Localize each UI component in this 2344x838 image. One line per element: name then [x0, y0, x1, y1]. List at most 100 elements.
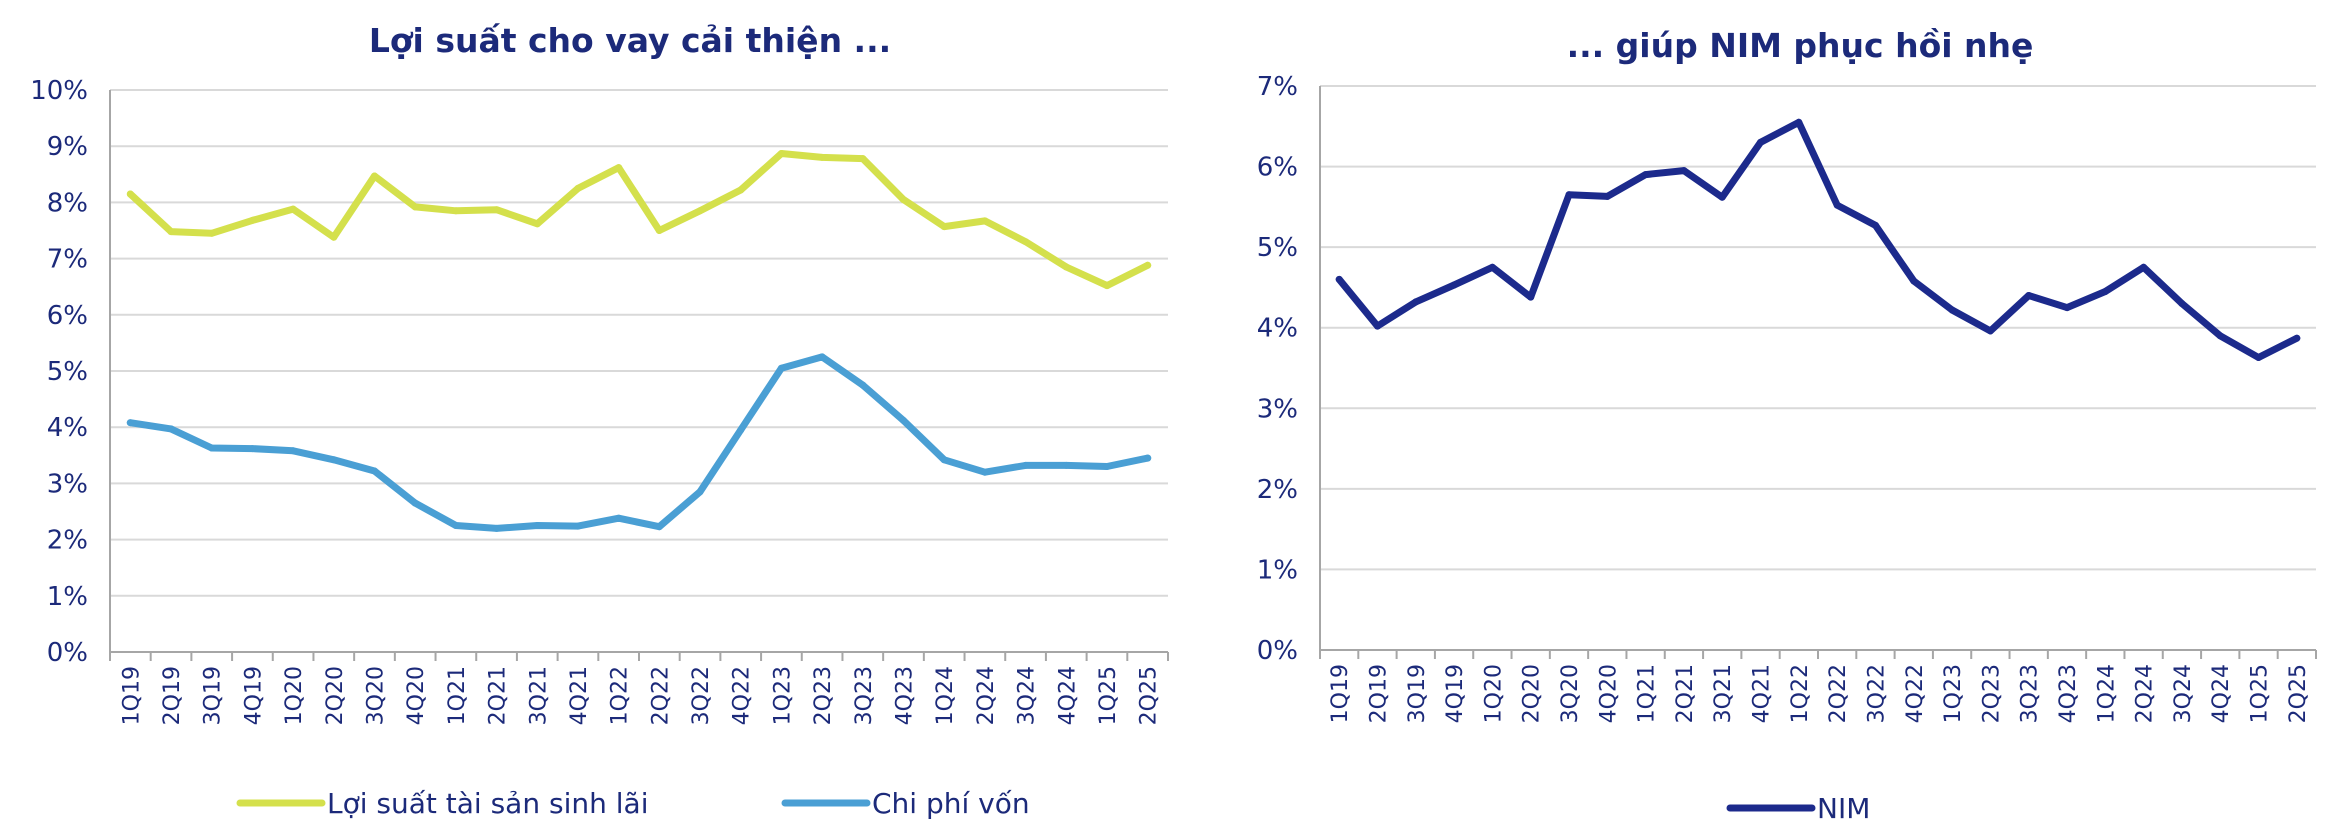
x-tick-label: 4Q24	[2209, 664, 2234, 723]
data-point	[1335, 275, 1343, 283]
data-point	[1872, 221, 1879, 229]
data-point	[574, 184, 582, 192]
x-tick-label: 3Q21	[526, 666, 551, 725]
data-point	[818, 353, 826, 361]
x-tick-label: 2Q22	[1826, 664, 1851, 723]
y-tick-label: 9%	[47, 132, 88, 162]
data-point	[1103, 463, 1111, 470]
y-tick-label: 0%	[47, 638, 88, 668]
data-point	[818, 153, 826, 161]
data-point	[1603, 192, 1611, 200]
legend-label: NIM	[1817, 792, 1870, 825]
data-point	[696, 207, 704, 215]
data-point	[981, 468, 989, 476]
data-point	[1144, 454, 1152, 462]
data-point	[1565, 191, 1573, 199]
data-point	[1948, 306, 1956, 314]
data-point	[981, 217, 989, 225]
data-point	[208, 444, 216, 452]
y-tick-label: 3%	[1257, 394, 1298, 424]
y-tick-label: 1%	[1257, 555, 1298, 585]
data-point	[940, 223, 948, 231]
legend-label: Lợi suất tài sản sinh lãi	[327, 787, 648, 820]
data-point	[1022, 238, 1030, 246]
x-tick-label: 3Q22	[1864, 664, 1889, 723]
data-point	[371, 467, 378, 475]
data-point	[2063, 304, 2071, 312]
x-tick-label: 1Q19	[119, 666, 144, 725]
data-point	[900, 417, 907, 424]
data-point	[1910, 277, 1918, 285]
series-line-1	[126, 150, 1152, 290]
x-tick-label: 3Q23	[852, 666, 877, 725]
data-point	[655, 523, 663, 531]
data-point	[2140, 263, 2148, 271]
x-tick-label: 1Q21	[1635, 664, 1660, 723]
series-line-2	[126, 353, 1152, 532]
y-tick-label: 10%	[30, 76, 88, 106]
chart-nim: ... giúp NIM phục hồi nhẹ 0% 1% 2% 3% 4% 5% 6%…	[1257, 26, 2317, 825]
data-point	[737, 186, 745, 194]
chart-title-loan-yield: Lợi suất cho vay cải thiện ...	[369, 21, 891, 60]
x-tick-label: 4Q21	[567, 666, 592, 725]
data-point	[696, 488, 704, 496]
x-tick-label: 4Q22	[1903, 664, 1928, 723]
data-point	[900, 196, 907, 204]
data-point	[1374, 322, 1381, 330]
legend-label: Chi phí vốn	[872, 787, 1030, 820]
x-tick-label: 2Q22	[648, 666, 673, 725]
data-point	[2293, 334, 2301, 342]
data-point	[2255, 354, 2262, 361]
data-point	[777, 364, 785, 372]
y-tick-label: 5%	[1257, 233, 1298, 263]
x-tick-label: 3Q22	[689, 666, 714, 725]
x-tick-label: 2Q24	[974, 666, 999, 725]
data-point	[371, 172, 378, 180]
data-point	[1986, 327, 1994, 335]
data-point	[737, 426, 745, 434]
data-point	[493, 524, 501, 532]
x-tick-label: 2Q20	[323, 666, 348, 725]
data-point	[167, 228, 175, 236]
x-tick-label: 2Q19	[1366, 664, 1391, 723]
data-point	[1795, 118, 1803, 126]
data-point	[1103, 282, 1111, 290]
y-tick-label: 6%	[1257, 153, 1298, 183]
x-tick-label: 4Q23	[2056, 664, 2081, 723]
data-point	[126, 419, 134, 427]
y-tick-label: 7%	[47, 245, 88, 275]
x-tick-label: 2Q24	[2133, 664, 2158, 723]
data-point	[493, 206, 501, 214]
y-tick-label: 7%	[1257, 72, 1298, 102]
data-point	[248, 216, 256, 224]
data-point	[289, 205, 297, 213]
data-point	[777, 150, 785, 157]
x-tick-label: 3Q24	[2171, 664, 2196, 723]
x-tick-label: 2Q23	[1979, 664, 2004, 723]
x-tick-label: 1Q23	[770, 666, 795, 725]
y-tick-label: 2%	[1257, 475, 1298, 505]
x-tick-label: 1Q21	[445, 666, 470, 725]
data-point	[1144, 261, 1152, 269]
data-point	[2101, 288, 2109, 295]
x-tick-label: 4Q20	[1596, 664, 1621, 723]
x-tick-label: 2Q19	[160, 666, 185, 725]
x-tick-label: 1Q25	[2248, 664, 2273, 723]
x-tick-label: 4Q19	[1443, 664, 1468, 723]
data-point	[1488, 263, 1496, 271]
data-point	[859, 155, 867, 163]
x-tick-label: 1Q22	[608, 666, 633, 725]
y-tick-label: 4%	[47, 413, 88, 443]
data-point	[411, 203, 419, 211]
x-tick-label: 4Q20	[404, 666, 429, 725]
data-point	[411, 499, 419, 507]
data-point	[533, 522, 541, 529]
data-point	[1527, 293, 1535, 301]
x-tick-label: 4Q23	[893, 666, 918, 725]
x-tick-label: 2Q23	[811, 666, 836, 725]
chart-loan-yield: Lợi suất cho vay cải thiện ... 0% 1% 2% 3% 4…	[30, 21, 1169, 820]
x-tick-label: 1Q24	[2094, 664, 2119, 723]
data-point	[574, 522, 582, 530]
y-tick-label: 8%	[47, 188, 88, 218]
data-point	[248, 445, 256, 453]
